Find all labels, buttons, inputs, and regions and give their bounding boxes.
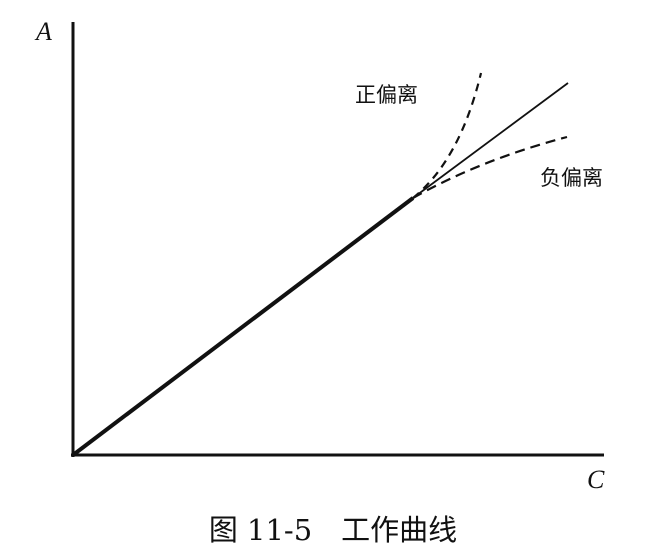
working-curve: [71, 196, 415, 457]
ideal-extension: [412, 82, 569, 199]
positive-deviation-curve: [412, 72, 483, 199]
positive-deviation-label: 正偏离: [355, 83, 418, 107]
negative-deviation-curve: [412, 135, 568, 199]
negative-deviation-label: 负偏离: [540, 166, 603, 190]
y-axis-label: A: [34, 17, 52, 46]
x-axis-label: C: [587, 465, 605, 494]
caption: 图 11-5 工作曲线: [209, 513, 457, 547]
